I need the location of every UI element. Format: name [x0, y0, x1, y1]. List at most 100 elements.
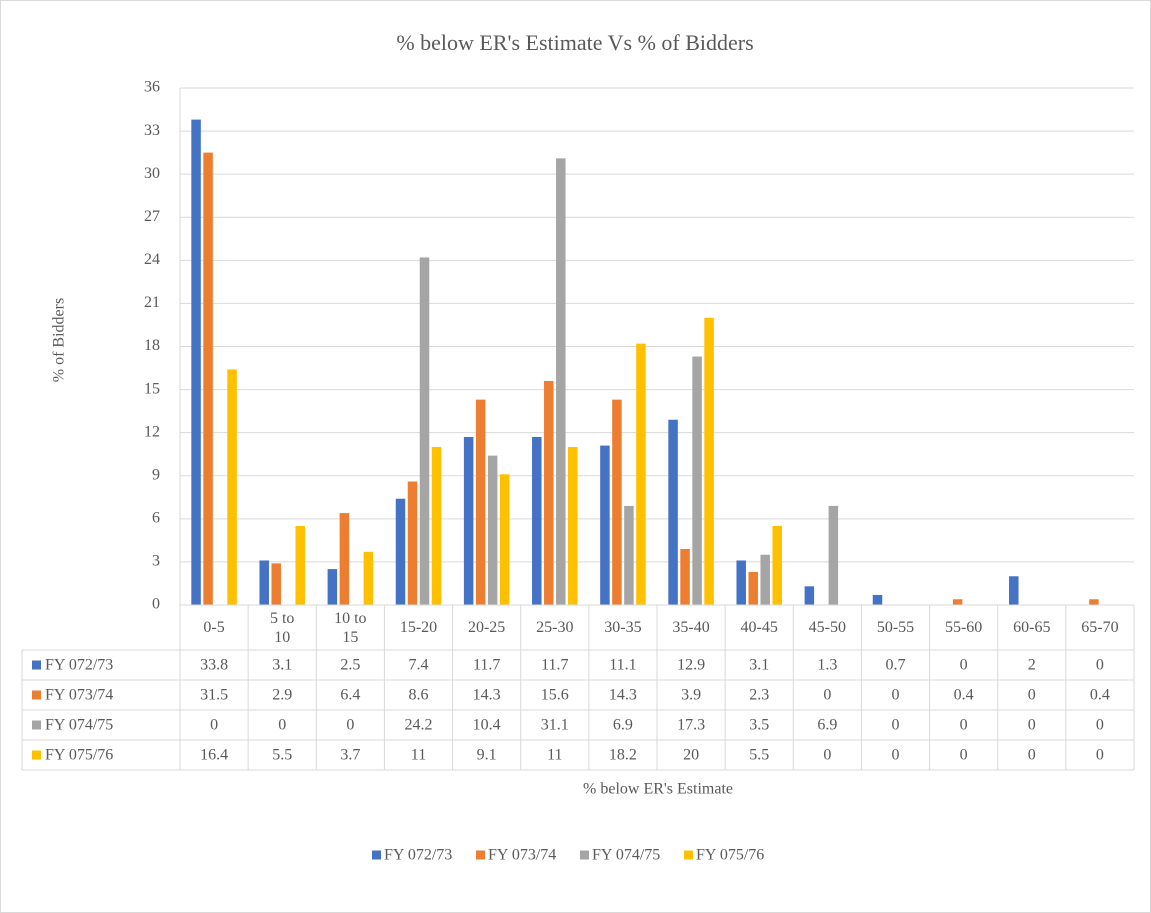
- bar: [532, 436, 542, 605]
- bar: [227, 369, 237, 605]
- x-tick-label: 15-20: [399, 619, 438, 636]
- bar: [339, 513, 350, 605]
- table-value: 0: [1096, 747, 1104, 764]
- table-value: 5.5: [749, 747, 769, 764]
- bar: [704, 317, 714, 605]
- legend-key: [684, 850, 693, 860]
- table-value: 0: [823, 747, 831, 764]
- table-value: 5.5: [272, 747, 292, 764]
- category-cell: 45-50: [808, 619, 846, 636]
- table-value: 0: [960, 717, 968, 734]
- x-axis-title: % below ER's Estimate: [583, 781, 733, 798]
- legend-label: FY 074/75: [592, 847, 660, 864]
- legend-key: [372, 850, 381, 860]
- bar: [191, 119, 201, 605]
- bar: [395, 498, 406, 605]
- bar: [568, 447, 578, 605]
- bar: [736, 560, 746, 605]
- table-legend-key: [32, 750, 41, 760]
- table-value: 24.2: [405, 717, 433, 734]
- legend-key: [476, 850, 485, 860]
- bar: [1089, 599, 1099, 605]
- y-tick-label: 12: [144, 423, 160, 440]
- category-cell: 5 to 10: [269, 609, 295, 646]
- bar: [872, 594, 883, 605]
- table-value: 20: [683, 747, 699, 764]
- category-cell: 15-20: [399, 619, 438, 636]
- table-value: 33.8: [200, 657, 228, 674]
- bar: [772, 526, 782, 605]
- legend-label: FY 075/76: [696, 847, 764, 864]
- y-tick-label: 24: [144, 251, 160, 268]
- y-tick-label: 21: [144, 294, 160, 311]
- x-tick-label: 65-70: [1081, 619, 1119, 636]
- x-tick-label: 35-40: [672, 619, 710, 636]
- table-value: 0.4: [954, 687, 974, 704]
- category-cell: 20-25: [468, 619, 505, 636]
- legend-key: [580, 850, 589, 860]
- category-cell: 40-45: [741, 619, 778, 636]
- table-value: 3.9: [681, 687, 701, 704]
- table-value: 11.1: [609, 657, 636, 674]
- table-value: 0: [1028, 717, 1036, 734]
- table-series-name: FY 074/75: [45, 717, 113, 734]
- table-value: 14.3: [609, 687, 637, 704]
- x-tick-label: 45-50: [808, 619, 846, 636]
- table-value: 0: [892, 687, 900, 704]
- y-tick-label: 18: [144, 337, 160, 354]
- y-tick-label: 0: [152, 596, 160, 613]
- bar: [544, 380, 554, 605]
- bar: [680, 548, 690, 605]
- bar: [748, 571, 758, 605]
- bar: [419, 257, 430, 605]
- bar: [624, 505, 634, 605]
- bar: [600, 445, 610, 605]
- y-axis-title: % of Bidders: [51, 298, 68, 382]
- table-value: 15.6: [541, 687, 569, 704]
- table-value: 6.4: [340, 687, 360, 704]
- bar: [295, 526, 305, 605]
- table-value: 8.6: [409, 687, 429, 704]
- table-value: 3.1: [749, 657, 769, 674]
- bar: [463, 436, 474, 605]
- bar: [327, 569, 338, 605]
- table-value: 1.3: [817, 657, 837, 674]
- bar: [363, 551, 374, 605]
- chart-title: % below ER's Estimate Vs % of Bidders: [396, 30, 753, 55]
- table-legend-key: [32, 660, 41, 670]
- table-value: 18.2: [609, 747, 637, 764]
- table-value: 2.9: [272, 687, 292, 704]
- table-value: 2.3: [749, 687, 769, 704]
- table-value: 3.1: [272, 657, 292, 674]
- category-cell: 50-55: [877, 619, 914, 636]
- legend-label: FY 073/74: [488, 847, 556, 864]
- bar: [499, 474, 510, 605]
- table-value: 31.1: [541, 717, 569, 734]
- bar: [203, 152, 213, 605]
- category-cell: 10 to 15: [334, 610, 366, 646]
- table-value: 3.7: [340, 747, 360, 764]
- table-series-name: FY 073/74: [45, 687, 113, 704]
- bar: [431, 447, 442, 605]
- bar: [636, 343, 646, 605]
- bar: [407, 481, 418, 605]
- bar: [760, 554, 770, 605]
- table-value: 0: [1028, 687, 1036, 704]
- x-tick-label: 5 to 10: [269, 609, 295, 646]
- table-value: 0: [892, 717, 900, 734]
- table-value: 0: [823, 687, 831, 704]
- table-value: 11.7: [541, 657, 568, 674]
- table-value: 10.4: [473, 717, 501, 734]
- bar: [692, 356, 702, 605]
- table-value: 6.9: [817, 717, 837, 734]
- category-cell: 60-65: [1013, 619, 1050, 636]
- table-value: 11.7: [473, 657, 500, 674]
- table-value: 0: [892, 747, 900, 764]
- bar: [475, 399, 486, 605]
- table-value: 12.9: [677, 657, 705, 674]
- table-value: 7.4: [409, 657, 429, 674]
- bar: [556, 158, 566, 605]
- table-value: 14.3: [473, 687, 501, 704]
- table-value: 2: [1028, 657, 1036, 674]
